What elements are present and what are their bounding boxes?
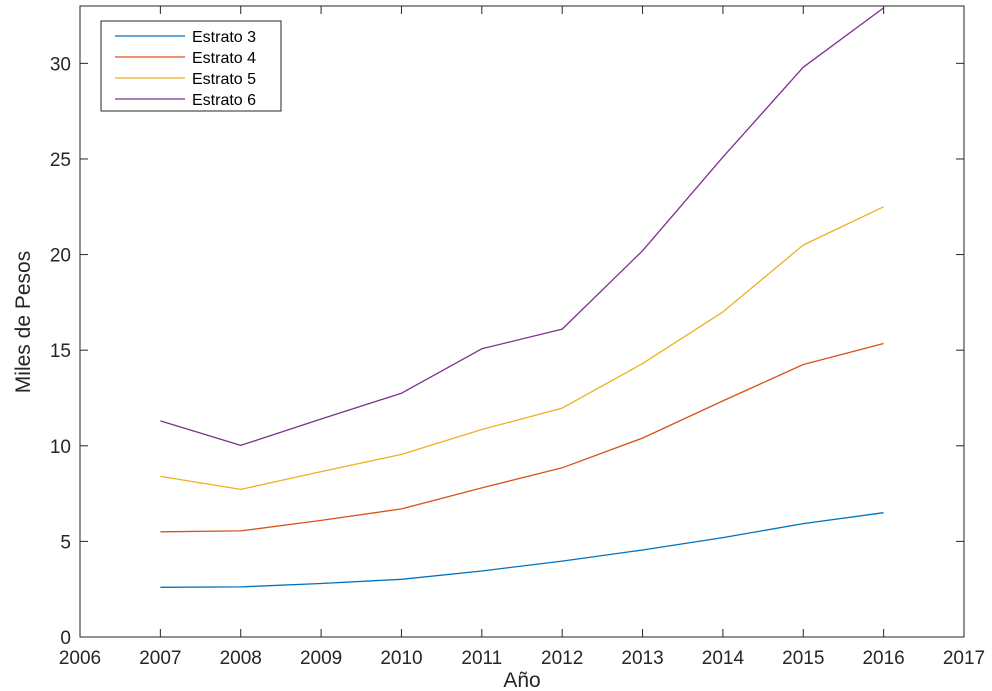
y-tick-label: 15 (50, 341, 71, 362)
series-line-3 (160, 206, 884, 491)
series-line-2 (160, 342, 884, 533)
series-line-1 (160, 512, 884, 588)
y-tick-label: 20 (50, 246, 71, 267)
legend-label-3: Estrato 5 (192, 71, 256, 88)
series-layer (160, 7, 884, 588)
y-tick-label: 25 (50, 150, 71, 171)
legend-label-4: Estrato 6 (192, 92, 256, 109)
x-axis-title: Año (503, 669, 540, 691)
legend-label-2: Estrato 4 (192, 50, 256, 67)
x-tick-label: 2011 (461, 648, 502, 669)
x-tick-label: 2006 (59, 648, 101, 669)
x-tick-label: 2017 (943, 648, 985, 669)
x-tick-label: 2007 (139, 648, 181, 669)
legend-label-1: Estrato 3 (192, 29, 256, 46)
y-tick-label: 10 (50, 437, 71, 458)
x-tick-label: 2009 (300, 648, 342, 669)
x-tick-label: 2012 (541, 648, 583, 669)
axes: 2006 2007 2008 2009 2010 2011 2012 2013 2014 2015… (50, 5, 985, 669)
y-tick-label: 0 (60, 628, 71, 649)
x-tick-label: 2015 (782, 648, 824, 669)
x-tick-label: 2014 (702, 648, 745, 669)
x-tick-label: 2016 (862, 648, 904, 669)
x-tick-label: 2008 (220, 648, 262, 669)
series-line-4 (160, 7, 884, 447)
x-tick-label: 2013 (621, 648, 663, 669)
x-tick-label: 2010 (380, 648, 422, 669)
y-tick-label: 5 (60, 532, 71, 553)
legend: Estrato 3 Estrato 4 Estrato 5 Estrato 6 (100, 20, 282, 112)
y-tick-label: 30 (50, 54, 71, 75)
y-axis-title: Miles de Pesos (12, 251, 35, 393)
axes-box (79, 5, 965, 638)
